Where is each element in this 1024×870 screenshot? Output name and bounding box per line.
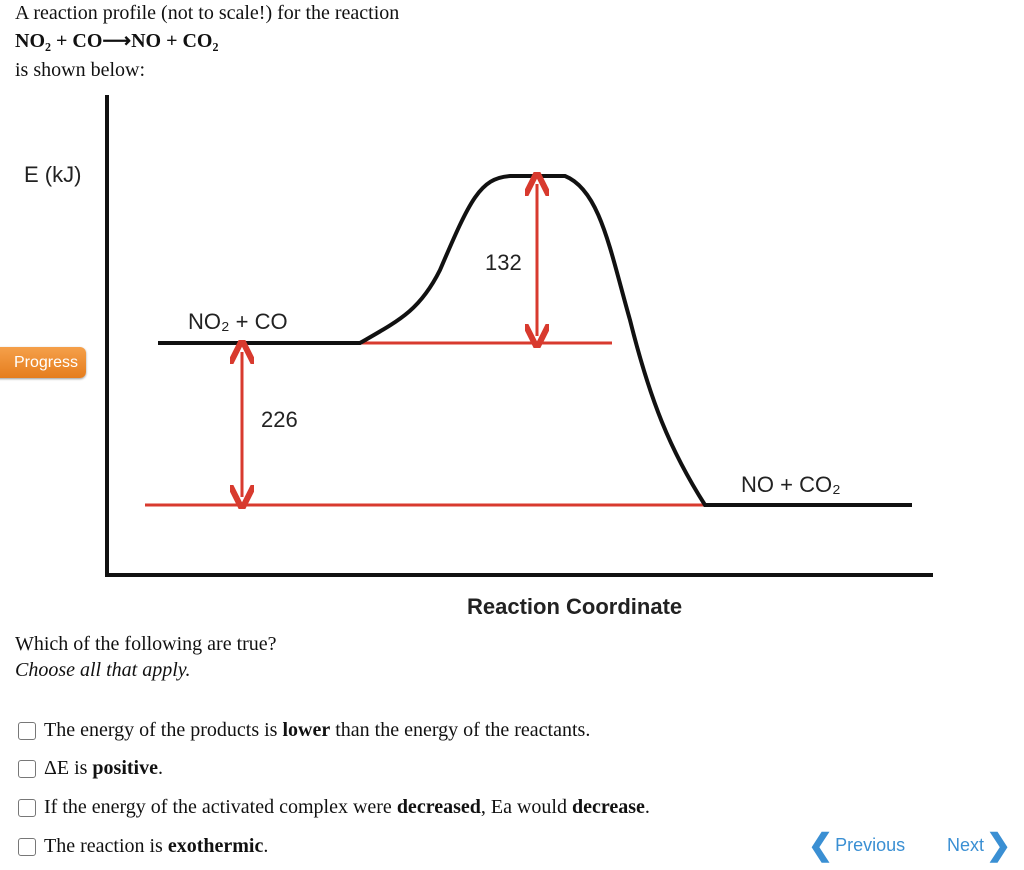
progress-button[interactable]: Progress bbox=[0, 347, 86, 378]
option[interactable]: The energy of the products is lower than… bbox=[18, 719, 590, 742]
checkbox[interactable] bbox=[18, 837, 36, 856]
delta-label: 226 bbox=[261, 407, 298, 432]
previous-label: Previous bbox=[835, 835, 906, 855]
chevron: ❮ bbox=[808, 829, 834, 862]
option-emphasis: exothermic bbox=[167, 835, 264, 857]
option-emphasis: positive bbox=[92, 757, 158, 779]
checkbox[interactable] bbox=[18, 759, 36, 778]
option-text: than the energy of the reactants. bbox=[330, 719, 591, 741]
next-label: Next bbox=[947, 835, 985, 855]
equation: NO₂ + CO⟶NO + CO₂ bbox=[15, 30, 219, 52]
next-button[interactable]: Next ❯ bbox=[947, 828, 1011, 863]
y-axis-label: E (kJ) bbox=[24, 162, 81, 187]
intro-text: A reaction profile (not to scale!) for t… bbox=[15, 2, 400, 24]
activation-label: 132 bbox=[485, 250, 522, 275]
reactants-label: NO₂ + CO bbox=[188, 309, 288, 334]
option-emphasis: decreased bbox=[396, 796, 481, 818]
intro-text: is shown below: bbox=[15, 59, 145, 81]
checkbox[interactable] bbox=[18, 798, 36, 817]
hint: Choose all that apply. bbox=[15, 659, 191, 681]
option-text: The energy of the products is bbox=[44, 719, 283, 741]
option[interactable]: If the energy of the activated complex w… bbox=[18, 796, 650, 819]
products-label: NO + CO₂ bbox=[741, 472, 841, 497]
option-text: ΔE is bbox=[44, 757, 93, 779]
chevron: ❯ bbox=[986, 829, 1012, 862]
question: Which of the following are true? bbox=[15, 633, 277, 655]
x-axis-label: Reaction Coordinate bbox=[467, 594, 682, 619]
option-text: . bbox=[263, 835, 269, 857]
previous-button[interactable]: ❮ Previous bbox=[808, 828, 905, 863]
option-emphasis: lower bbox=[282, 719, 331, 741]
energy-curve bbox=[158, 174, 912, 507]
option[interactable]: The reaction is exothermic. bbox=[18, 835, 268, 858]
option-text: If the energy of the activated complex w… bbox=[44, 796, 397, 818]
reaction-diagram: E (kJ) NO₂ + CO NO + CO₂ 132 226 Reactio… bbox=[24, 95, 933, 619]
checkbox[interactable] bbox=[18, 721, 36, 740]
option-text: The reaction is bbox=[44, 835, 168, 857]
option-emphasis: decrease bbox=[571, 796, 645, 818]
option-text: , Ea would bbox=[480, 796, 572, 818]
option[interactable]: ΔE is positive. bbox=[18, 757, 163, 780]
option-text: . bbox=[157, 757, 163, 779]
option-text: . bbox=[644, 796, 650, 818]
